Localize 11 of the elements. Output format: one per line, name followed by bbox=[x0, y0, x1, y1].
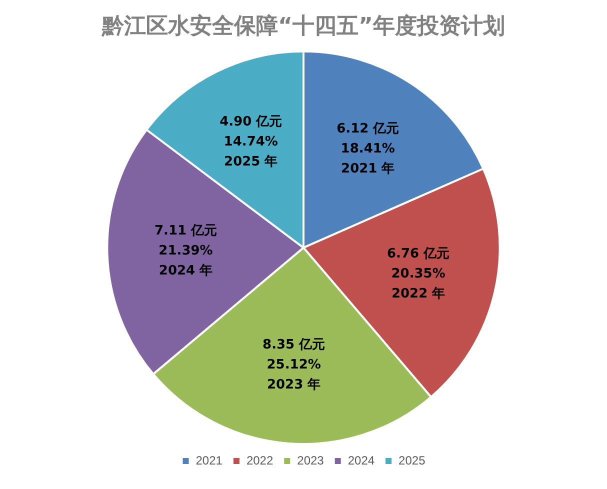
data-label: 6.12 亿元 18.41% 2021 年 bbox=[336, 121, 400, 176]
data-label: 8.35 亿元 25.12% 2023 年 bbox=[262, 337, 326, 392]
data-label: 4.90 亿元 14.74% 2025 年 bbox=[220, 114, 282, 170]
legend-label: 2024 bbox=[348, 453, 375, 468]
data-label: 7.11 亿元 21.39% 2024 年 bbox=[154, 223, 218, 278]
legend-label: 2025 bbox=[398, 453, 426, 468]
data-label: 6.76 亿元 20.35% 2022 年 bbox=[387, 246, 450, 302]
legend-label: 2022 bbox=[246, 453, 274, 468]
legend-label: 2021 bbox=[196, 453, 223, 468]
chart-title: 黔江区水安全保障“十四五”年度投资计划 bbox=[101, 12, 505, 39]
legend-label: 2023 bbox=[297, 453, 324, 468]
